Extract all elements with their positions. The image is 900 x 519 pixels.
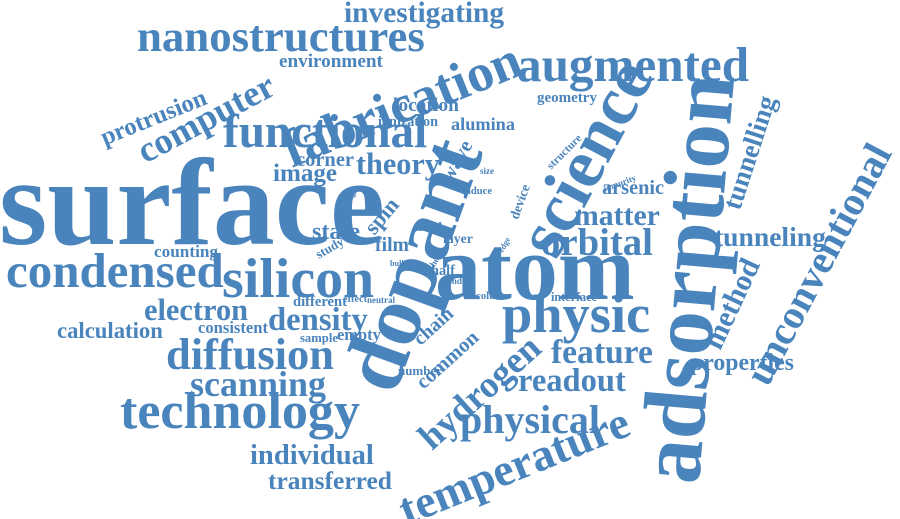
- word-density: density: [268, 301, 368, 338]
- word-geometry: geometry: [537, 89, 597, 106]
- word-functional: functional: [223, 105, 428, 158]
- word-induce: induce: [462, 185, 493, 197]
- word-consistent: consistent: [198, 317, 268, 337]
- word-diffusion: diffusion: [166, 329, 334, 379]
- word-orbital: orbital: [541, 220, 653, 264]
- word-tunneling: tunneling: [714, 221, 826, 252]
- word-film: film: [375, 234, 410, 256]
- word-nanostructures: nanostructures: [137, 10, 425, 61]
- word-location: location: [393, 94, 459, 116]
- word-ionization: ionization: [378, 114, 438, 130]
- word-feature: feature: [551, 334, 653, 371]
- word-individual: individual: [250, 439, 374, 471]
- word-silicon: silicon: [222, 248, 375, 310]
- word-calculation: calculation: [57, 317, 163, 343]
- word-corner: corner: [296, 148, 355, 171]
- word-matter: matter: [574, 199, 660, 232]
- word-different: different: [293, 293, 347, 310]
- word-atom: atom: [435, 217, 635, 319]
- word-arsenic: arsenic: [602, 177, 665, 199]
- word-sample: sample: [300, 330, 338, 345]
- word-physic: physic: [502, 284, 651, 344]
- word-empty: empty: [337, 325, 381, 344]
- word-technology: technology: [120, 383, 360, 440]
- word-alumina: alumina: [451, 114, 515, 134]
- word-physical: physical: [460, 397, 601, 442]
- word-transferred: transferred: [268, 465, 392, 495]
- word-size: size: [480, 165, 495, 176]
- word-electron: electron: [144, 293, 249, 327]
- word-effect: effect: [343, 294, 367, 305]
- word-properties: properties: [690, 350, 794, 376]
- word-environment: environment: [279, 50, 383, 72]
- word-layer: layer: [443, 231, 473, 246]
- word-surface: surface: [0, 133, 385, 271]
- word-investigating: investigating: [344, 0, 505, 29]
- word-scanning: scanning: [190, 364, 326, 404]
- word-bond: bond: [442, 275, 462, 286]
- word-filled: filled: [414, 219, 442, 234]
- word-counting: counting: [154, 241, 218, 261]
- word-interface: interface: [551, 290, 597, 304]
- word-state: state: [312, 219, 360, 245]
- word-augmented: augmented: [517, 36, 750, 92]
- word-image: image: [273, 159, 338, 187]
- word-readout: readout: [518, 362, 626, 399]
- word-bulk: bulk: [390, 259, 406, 268]
- word-condensed: condensed: [6, 242, 224, 298]
- word-half: half: [431, 263, 455, 279]
- word-number: number: [398, 362, 442, 378]
- word-theory: theory: [356, 147, 440, 181]
- word-column: column: [476, 289, 510, 302]
- word-neutral: neutral: [367, 294, 395, 305]
